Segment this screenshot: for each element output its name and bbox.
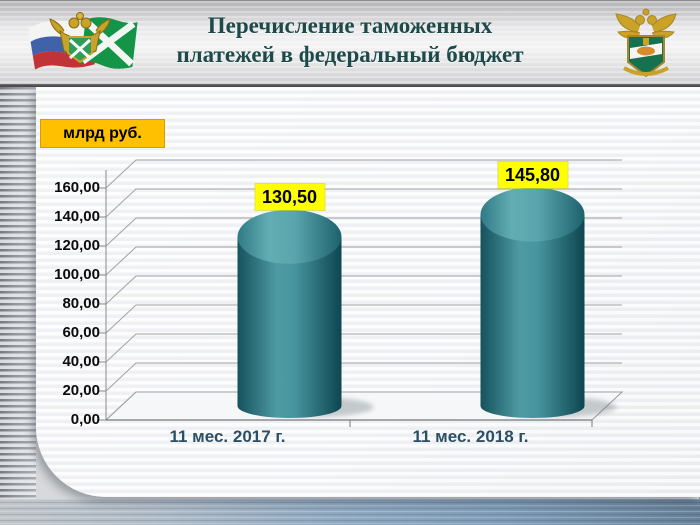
- bottom-texture-band: [0, 499, 700, 525]
- fcs-emblem-icon: [615, 8, 677, 78]
- content-card: [36, 87, 700, 497]
- header: Перечисление таможенных платежей в федер…: [0, 0, 700, 84]
- page-title: Перечисление таможенных платежей в федер…: [150, 11, 550, 69]
- customs-eagle-icon: [49, 12, 111, 64]
- customs-flag-icon: [80, 17, 138, 69]
- page-title-line2: платежей в федеральный бюджет: [176, 42, 524, 67]
- header-divider: [0, 84, 700, 87]
- left-texture-strip: [0, 87, 36, 525]
- russia-customs-flags-icon: [28, 12, 138, 70]
- page-title-line1: Перечисление таможенных: [207, 13, 493, 38]
